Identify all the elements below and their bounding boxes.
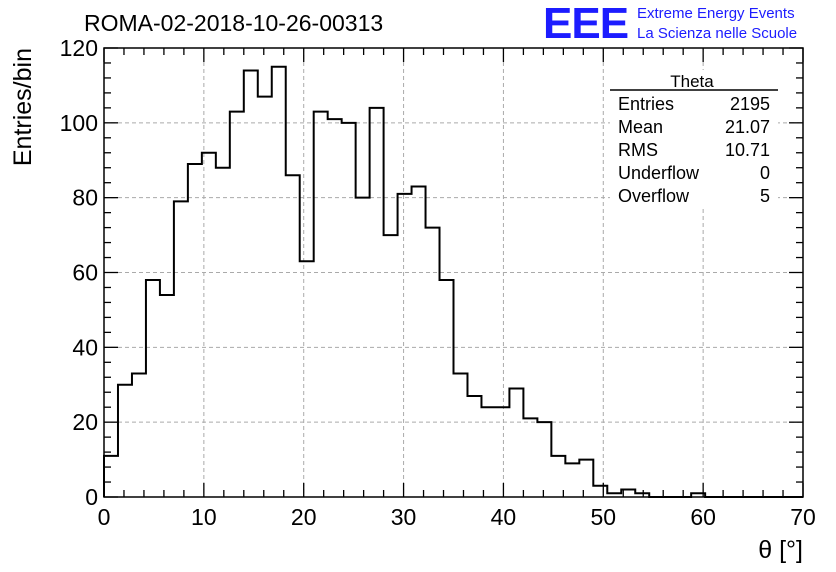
y-tick-label: 20 bbox=[72, 409, 98, 435]
stats-value: 5 bbox=[760, 186, 770, 206]
stats-value: 10.71 bbox=[725, 140, 770, 160]
stats-value: 2195 bbox=[730, 94, 770, 114]
stats-label: Mean bbox=[618, 117, 663, 137]
x-axis-label: θ [°] bbox=[758, 536, 803, 564]
y-tick-labels: 0 20 40 60 80 100 120 bbox=[60, 35, 98, 510]
y-tick-label: 60 bbox=[72, 260, 98, 286]
y-tick-label: 80 bbox=[72, 185, 98, 211]
plot-title: ROMA-02-2018-10-26-00313 bbox=[84, 10, 384, 36]
x-tick-label: 40 bbox=[491, 504, 517, 530]
histogram-outline bbox=[103, 65, 803, 498]
stats-box: Theta Entries 2195 Mean 21.07 RMS 10.71 Underf… bbox=[610, 70, 778, 208]
stats-label: Underflow bbox=[618, 163, 700, 183]
stats-label: RMS bbox=[618, 140, 658, 160]
x-tick-label: 0 bbox=[98, 504, 111, 530]
x-tick-label: 20 bbox=[291, 504, 317, 530]
y-axis-label: Entries/bin bbox=[9, 48, 37, 166]
x-tick-label: 60 bbox=[690, 504, 716, 530]
stats-value: 0 bbox=[760, 163, 770, 183]
logo-subtitle-line1: Extreme Energy Events bbox=[637, 5, 795, 22]
eee-logo: EEE bbox=[543, 0, 629, 48]
stats-value: 21.07 bbox=[725, 117, 770, 137]
y-tick-label: 120 bbox=[60, 35, 98, 61]
stats-box-title: Theta bbox=[670, 72, 714, 91]
y-tick-label: 100 bbox=[60, 110, 98, 136]
logo-subtitle-line2: La Scienza nelle Scuole bbox=[637, 25, 798, 42]
x-tick-labels: 0 10 20 30 40 50 60 70 bbox=[98, 504, 816, 530]
plot-frame bbox=[103, 47, 804, 498]
stats-label: Entries bbox=[618, 94, 674, 114]
x-tick-label: 10 bbox=[191, 504, 217, 530]
x-tick-label: 50 bbox=[590, 504, 616, 530]
y-tick-label: 40 bbox=[72, 334, 98, 360]
x-tick-label: 30 bbox=[391, 504, 417, 530]
y-tick-label: 0 bbox=[85, 484, 98, 510]
stats-label: Overflow bbox=[618, 186, 690, 206]
x-tick-label: 70 bbox=[790, 504, 816, 530]
